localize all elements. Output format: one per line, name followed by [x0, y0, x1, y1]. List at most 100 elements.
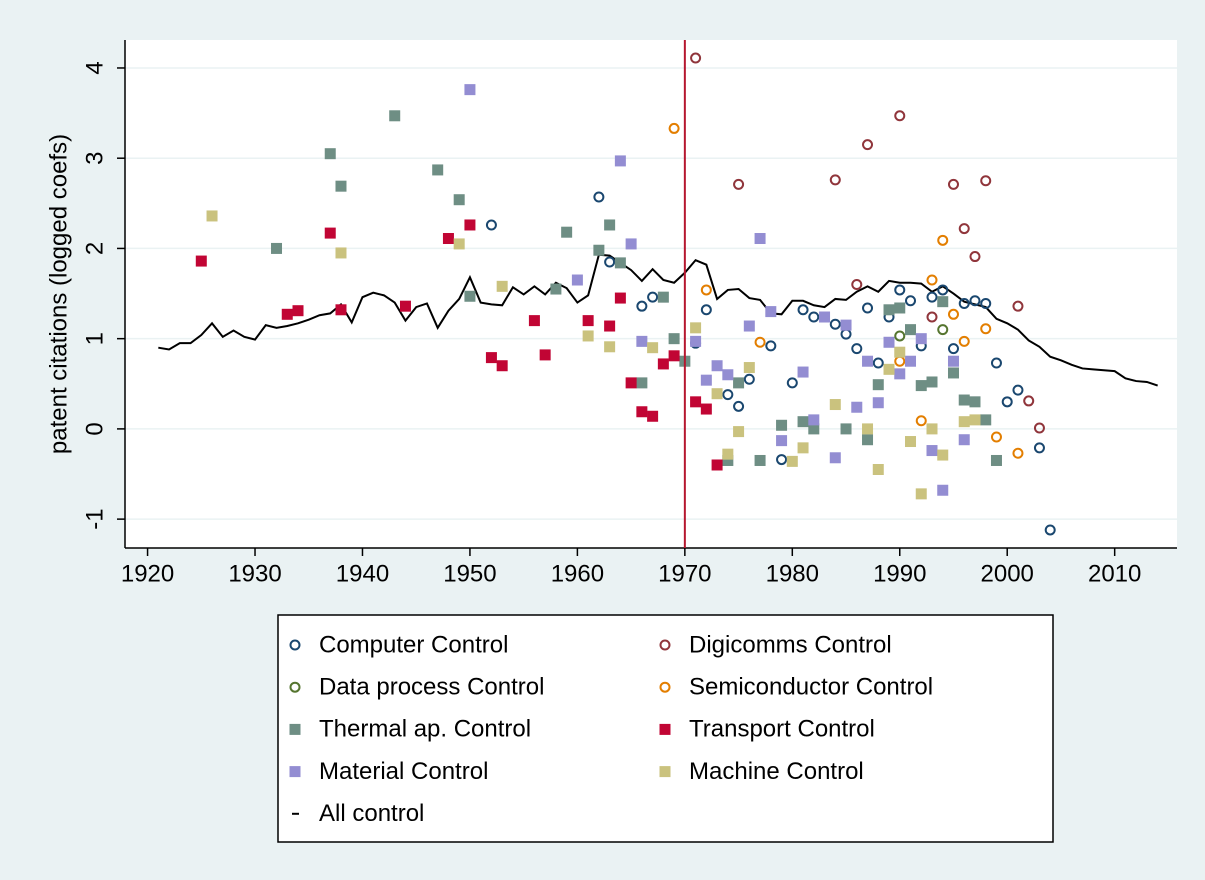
point	[937, 449, 949, 461]
point	[281, 308, 293, 320]
point	[711, 388, 723, 400]
point	[690, 52, 702, 64]
point	[990, 431, 1002, 443]
point	[399, 300, 411, 312]
point	[862, 355, 874, 367]
point	[872, 357, 884, 369]
point	[894, 330, 906, 342]
point	[872, 397, 884, 409]
y-tick-label: 4	[81, 61, 108, 74]
point	[915, 488, 927, 500]
x-tick-label: 2000	[981, 560, 1034, 587]
point	[722, 448, 734, 460]
point	[604, 256, 616, 268]
point	[485, 219, 497, 231]
point	[389, 110, 401, 122]
point	[539, 349, 551, 361]
point	[980, 323, 992, 335]
point	[625, 377, 637, 389]
point	[1044, 524, 1056, 536]
point	[829, 318, 841, 330]
point	[432, 164, 444, 176]
point	[969, 414, 981, 426]
point	[990, 454, 1002, 466]
point	[722, 369, 734, 381]
point	[926, 376, 938, 388]
point	[937, 324, 949, 336]
point	[969, 295, 981, 307]
point	[722, 454, 734, 466]
point	[754, 454, 766, 466]
point	[797, 442, 809, 454]
point	[862, 434, 874, 446]
point	[926, 445, 938, 457]
point	[647, 291, 659, 303]
point	[582, 330, 594, 342]
point	[1033, 442, 1045, 454]
point	[926, 274, 938, 286]
x-tick-label: 1990	[873, 560, 926, 587]
point	[765, 306, 777, 318]
point	[636, 335, 648, 347]
point	[883, 304, 895, 316]
y-tick-label: 1	[81, 332, 108, 345]
point	[496, 280, 508, 292]
point	[947, 343, 959, 355]
point	[808, 311, 820, 323]
point	[915, 333, 927, 345]
point	[937, 234, 949, 246]
point	[872, 463, 884, 475]
point	[657, 358, 669, 370]
point	[915, 415, 927, 427]
legend-label: Data process Control	[319, 674, 544, 701]
legend-symbol	[289, 681, 301, 693]
legend-label: Computer Control	[319, 631, 508, 658]
point	[754, 233, 766, 245]
point	[958, 223, 970, 235]
point	[819, 311, 831, 323]
point	[496, 360, 508, 372]
point	[690, 396, 702, 408]
point	[195, 255, 207, 267]
point	[905, 355, 917, 367]
x-tick-label: 2010	[1088, 560, 1141, 587]
point	[593, 191, 605, 203]
point	[582, 315, 594, 327]
point	[958, 297, 970, 309]
point	[937, 284, 949, 296]
point	[604, 341, 616, 353]
point	[561, 226, 573, 238]
point	[1012, 384, 1024, 396]
point	[636, 300, 648, 312]
point	[324, 227, 336, 239]
point	[464, 84, 476, 96]
legend-label: Semiconductor Control	[689, 674, 933, 701]
point	[862, 423, 874, 435]
point	[711, 360, 723, 372]
point	[453, 194, 465, 206]
point	[797, 366, 809, 378]
point	[894, 284, 906, 296]
point	[829, 452, 841, 464]
point	[905, 295, 917, 307]
point	[851, 343, 863, 355]
point	[883, 336, 895, 348]
point	[947, 355, 959, 367]
point	[776, 454, 788, 466]
point	[636, 377, 648, 389]
point	[808, 423, 820, 435]
point	[614, 292, 626, 304]
point	[604, 320, 616, 332]
point	[625, 238, 637, 250]
point	[851, 401, 863, 413]
point	[883, 363, 895, 375]
point	[937, 484, 949, 496]
point	[335, 247, 347, 259]
point	[808, 414, 820, 426]
point	[776, 435, 788, 447]
legend-label: Transport Control	[689, 716, 875, 743]
point	[926, 311, 938, 323]
point	[980, 297, 992, 309]
point	[776, 419, 788, 431]
